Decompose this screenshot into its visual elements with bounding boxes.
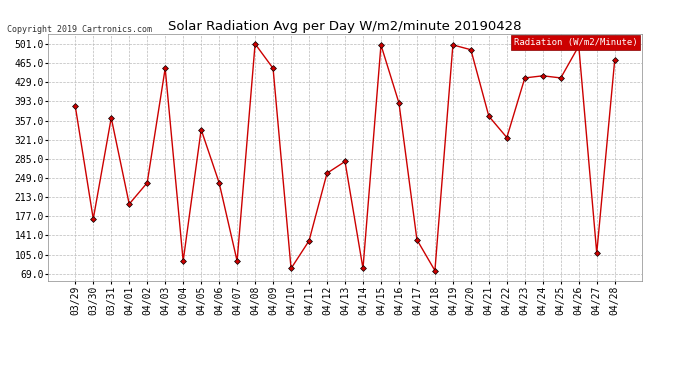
Title: Solar Radiation Avg per Day W/m2/minute 20190428: Solar Radiation Avg per Day W/m2/minute … <box>168 20 522 33</box>
Text: Copyright 2019 Cartronics.com: Copyright 2019 Cartronics.com <box>7 25 152 34</box>
Text: Radiation (W/m2/Minute): Radiation (W/m2/Minute) <box>514 38 638 47</box>
